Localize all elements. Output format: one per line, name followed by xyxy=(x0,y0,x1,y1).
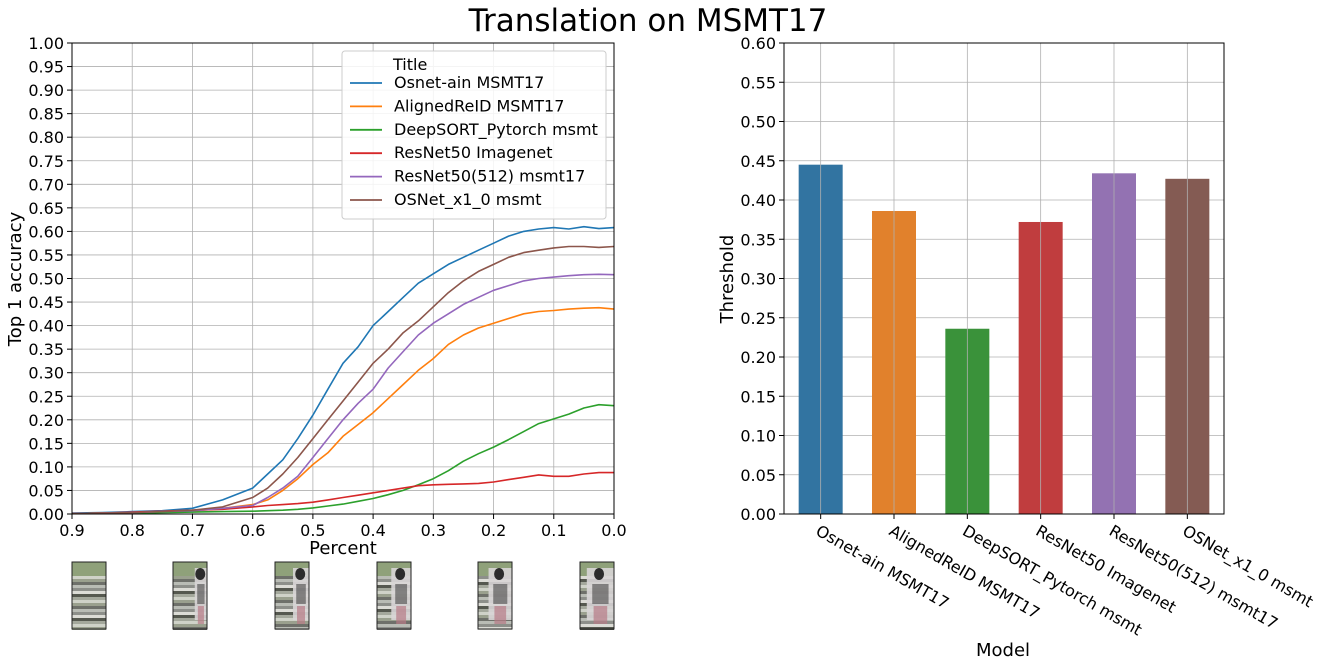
line-chart-y-label: Top 1 accuracy xyxy=(5,211,26,347)
x-tick-label: 0.6 xyxy=(240,521,265,540)
bar-chart-gridlines-x xyxy=(820,43,1188,514)
thumbnail-image xyxy=(376,561,412,630)
line-chart: 0.00 0.05 0.10 0.15 0.20 0.25 0.30 0.35 0.40 0.45… xyxy=(5,34,627,559)
legend-label: DeepSORT_Pytorch msmt xyxy=(394,120,598,140)
legend-label: AlignedReID MSMT17 xyxy=(394,96,564,115)
series-line-5 xyxy=(71,245,615,515)
y-tick-label: 0.75 xyxy=(28,152,64,171)
line-chart-y-ticks: 0.00 0.05 0.10 0.15 0.20 0.25 0.30 0.35 0.40 0.45… xyxy=(28,34,72,524)
y-tick-label: 0.55 xyxy=(740,73,776,92)
thumbnail-image xyxy=(274,561,310,630)
y-tick-label: 0.40 xyxy=(28,317,64,336)
series-line-1 xyxy=(71,306,615,515)
y-tick-label: 0.00 xyxy=(28,505,64,524)
series-line-2 xyxy=(71,403,615,515)
y-tick-label: 0.40 xyxy=(740,191,776,210)
y-tick-label: 0.95 xyxy=(28,58,64,77)
y-tick-label: 0.70 xyxy=(28,175,64,194)
y-tick-label: 0.10 xyxy=(740,427,776,446)
legend-label: OSNet_x1_0 msmt xyxy=(394,190,542,210)
x-tick-label: 0.1 xyxy=(541,521,566,540)
y-tick-label: 0.55 xyxy=(28,246,64,265)
legend: Title Osnet-ain MSMT17 AlignedReID MSMT17… xyxy=(341,50,607,220)
y-tick-label: 0.45 xyxy=(28,293,64,312)
y-tick-label: 0.20 xyxy=(28,411,64,430)
y-tick-label: 0.80 xyxy=(28,128,64,147)
x-tick-label: 0.3 xyxy=(421,521,446,540)
bar-chart-x-label: Model xyxy=(976,640,1030,661)
y-tick-label: 0.60 xyxy=(740,34,776,53)
y-tick-label: 0.50 xyxy=(28,270,64,289)
y-tick-label: 1.00 xyxy=(28,34,64,53)
legend-title: Title xyxy=(392,55,427,74)
line-chart-series xyxy=(71,225,615,515)
x-tick-label: 0.4 xyxy=(360,521,385,540)
line-chart-x-label: Percent xyxy=(309,538,377,559)
y-tick-label: 0.15 xyxy=(28,434,64,453)
y-tick-label: 0.60 xyxy=(28,222,64,241)
legend-label: Osnet-ain MSMT17 xyxy=(394,73,544,92)
y-tick-label: 0.45 xyxy=(740,152,776,171)
x-tick-label: 0.9 xyxy=(59,521,84,540)
y-tick-label: 0.00 xyxy=(740,505,776,524)
y-tick-label: 0.90 xyxy=(28,81,64,100)
y-tick-label: 0.30 xyxy=(740,270,776,289)
x-tick-label: 0.8 xyxy=(119,521,144,540)
y-tick-label: 0.35 xyxy=(740,230,776,249)
y-tick-label: 0.35 xyxy=(28,340,64,359)
y-tick-label: 0.10 xyxy=(28,458,64,477)
thumbnail-image xyxy=(172,561,208,630)
bar-chart-gridlines-y xyxy=(784,42,1224,515)
y-tick-label: 0.30 xyxy=(28,364,64,383)
bar-chart-y-label: Threshold xyxy=(717,235,738,325)
legend-label: ResNet50 Imagenet xyxy=(394,143,552,162)
x-tick-label: 0.5 xyxy=(300,521,325,540)
legend-frame xyxy=(341,50,607,220)
bar-chart: 0.00 0.05 0.10 0.15 0.20 0.25 0.30 0.35 0.40 0.45… xyxy=(717,34,1317,661)
bar-chart-bars xyxy=(798,164,1210,515)
y-tick-label: 0.05 xyxy=(28,481,64,500)
y-tick-label: 0.25 xyxy=(28,387,64,406)
x-tick-label: 0.0 xyxy=(601,521,626,540)
line-chart-x-ticks: 0.9 0.8 0.7 0.6 0.5 0.4 0.3 0.2 0.1 0.0 xyxy=(59,514,627,540)
y-tick-label: 0.25 xyxy=(740,309,776,328)
y-tick-label: 0.65 xyxy=(28,199,64,218)
x-tick-label: 0.2 xyxy=(481,521,506,540)
thumbnail-image xyxy=(579,561,615,630)
thumbnail-image xyxy=(71,561,107,630)
x-tick-label: Osnet-ain MSMT17 xyxy=(813,521,953,613)
y-tick-label: 0.20 xyxy=(740,348,776,367)
bar-chart-y-ticks: 0.00 0.05 0.10 0.15 0.20 0.25 0.30 0.35 0.40 0.45… xyxy=(740,34,784,524)
suptitle: Translation on MSMT17 xyxy=(468,3,828,39)
thumbnail-strip xyxy=(71,561,615,630)
y-tick-label: 0.15 xyxy=(740,387,776,406)
x-tick-label: 0.7 xyxy=(180,521,205,540)
series-line-4 xyxy=(71,273,615,515)
series-line-3 xyxy=(71,471,614,515)
series-line-0 xyxy=(71,225,615,514)
y-tick-label: 0.05 xyxy=(740,466,776,485)
y-tick-label: 0.85 xyxy=(28,105,64,124)
y-tick-label: 0.50 xyxy=(740,113,776,132)
legend-label: ResNet50(512) msmt17 xyxy=(394,167,585,186)
thumbnail-image xyxy=(477,561,513,630)
